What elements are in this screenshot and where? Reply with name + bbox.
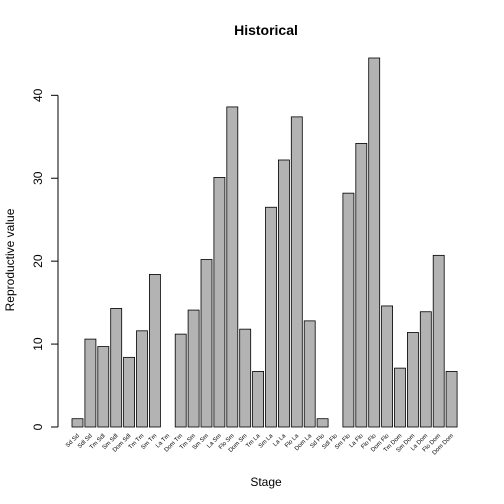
- bar: [316, 418, 329, 428]
- bar: [239, 328, 252, 428]
- bar: [290, 116, 303, 428]
- bar: [368, 57, 381, 428]
- bar: [394, 367, 406, 428]
- y-tick-label: 20: [31, 254, 45, 268]
- bar: [136, 330, 148, 428]
- x-axis-label: Stage: [250, 475, 282, 489]
- bar: [381, 305, 394, 428]
- y-axis-label: Reproductive value: [3, 208, 17, 311]
- bar: [445, 371, 458, 428]
- bar: [187, 309, 200, 428]
- bar: [110, 308, 123, 428]
- bar: [342, 192, 355, 428]
- bar: [97, 346, 110, 428]
- bar: [174, 333, 187, 428]
- bar: [71, 418, 84, 428]
- chart-title: Historical: [234, 22, 298, 38]
- bar: [406, 332, 419, 428]
- bar: [419, 311, 432, 428]
- bar: [303, 320, 316, 428]
- bar: [432, 254, 445, 428]
- bar: [213, 177, 226, 428]
- bar: [226, 106, 239, 428]
- bar: [148, 274, 161, 428]
- bar: [84, 338, 97, 428]
- bar: [355, 143, 368, 428]
- x-tick-label: Sm La: [258, 433, 275, 450]
- bar: [265, 206, 277, 428]
- y-tick-label: 10: [31, 337, 45, 351]
- y-tick-label: 30: [31, 171, 45, 185]
- bar: [123, 356, 135, 428]
- bar: [277, 159, 290, 428]
- y-tick-label: 0: [31, 423, 45, 430]
- y-tick-label: 40: [31, 88, 45, 102]
- bar: [252, 371, 265, 428]
- bar: [200, 259, 213, 428]
